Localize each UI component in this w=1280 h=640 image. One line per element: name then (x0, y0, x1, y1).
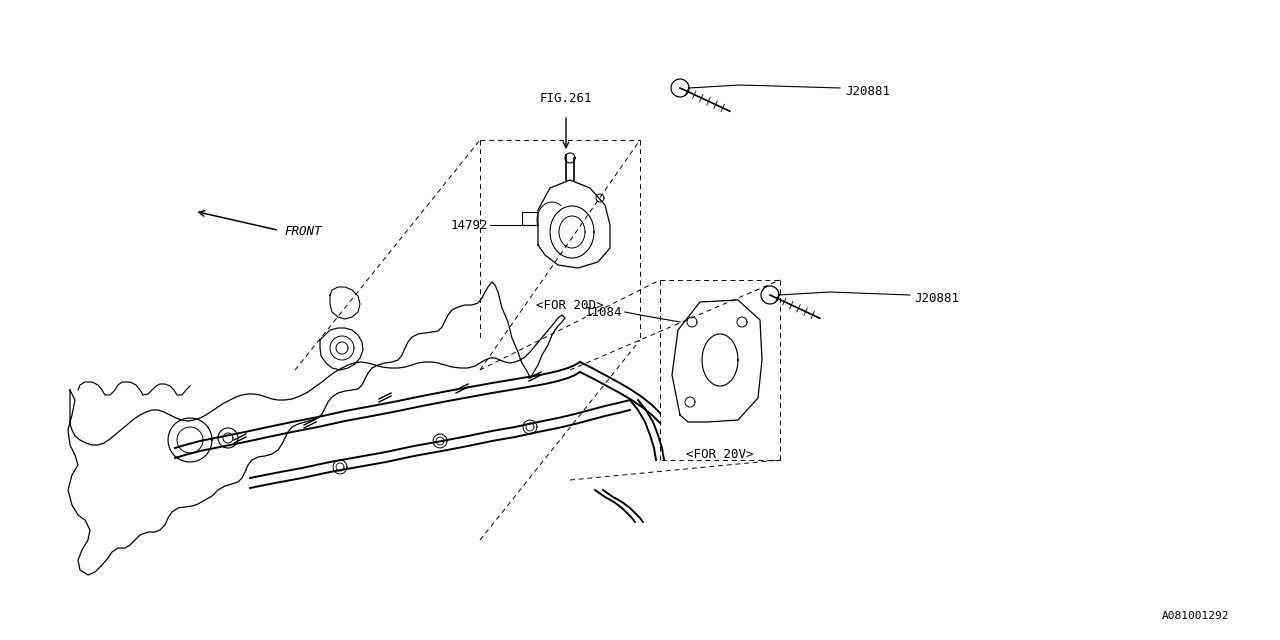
Text: <FOR 20D>: <FOR 20D> (536, 298, 604, 312)
Text: <FOR 20V>: <FOR 20V> (686, 449, 754, 461)
Text: J20881: J20881 (914, 291, 959, 305)
Text: A081001292: A081001292 (1161, 611, 1229, 621)
Text: FRONT: FRONT (284, 225, 321, 238)
Text: FIG.261: FIG.261 (540, 92, 593, 105)
Text: 11084: 11084 (585, 305, 622, 319)
Text: 14792: 14792 (451, 218, 488, 232)
Text: J20881: J20881 (845, 84, 890, 97)
